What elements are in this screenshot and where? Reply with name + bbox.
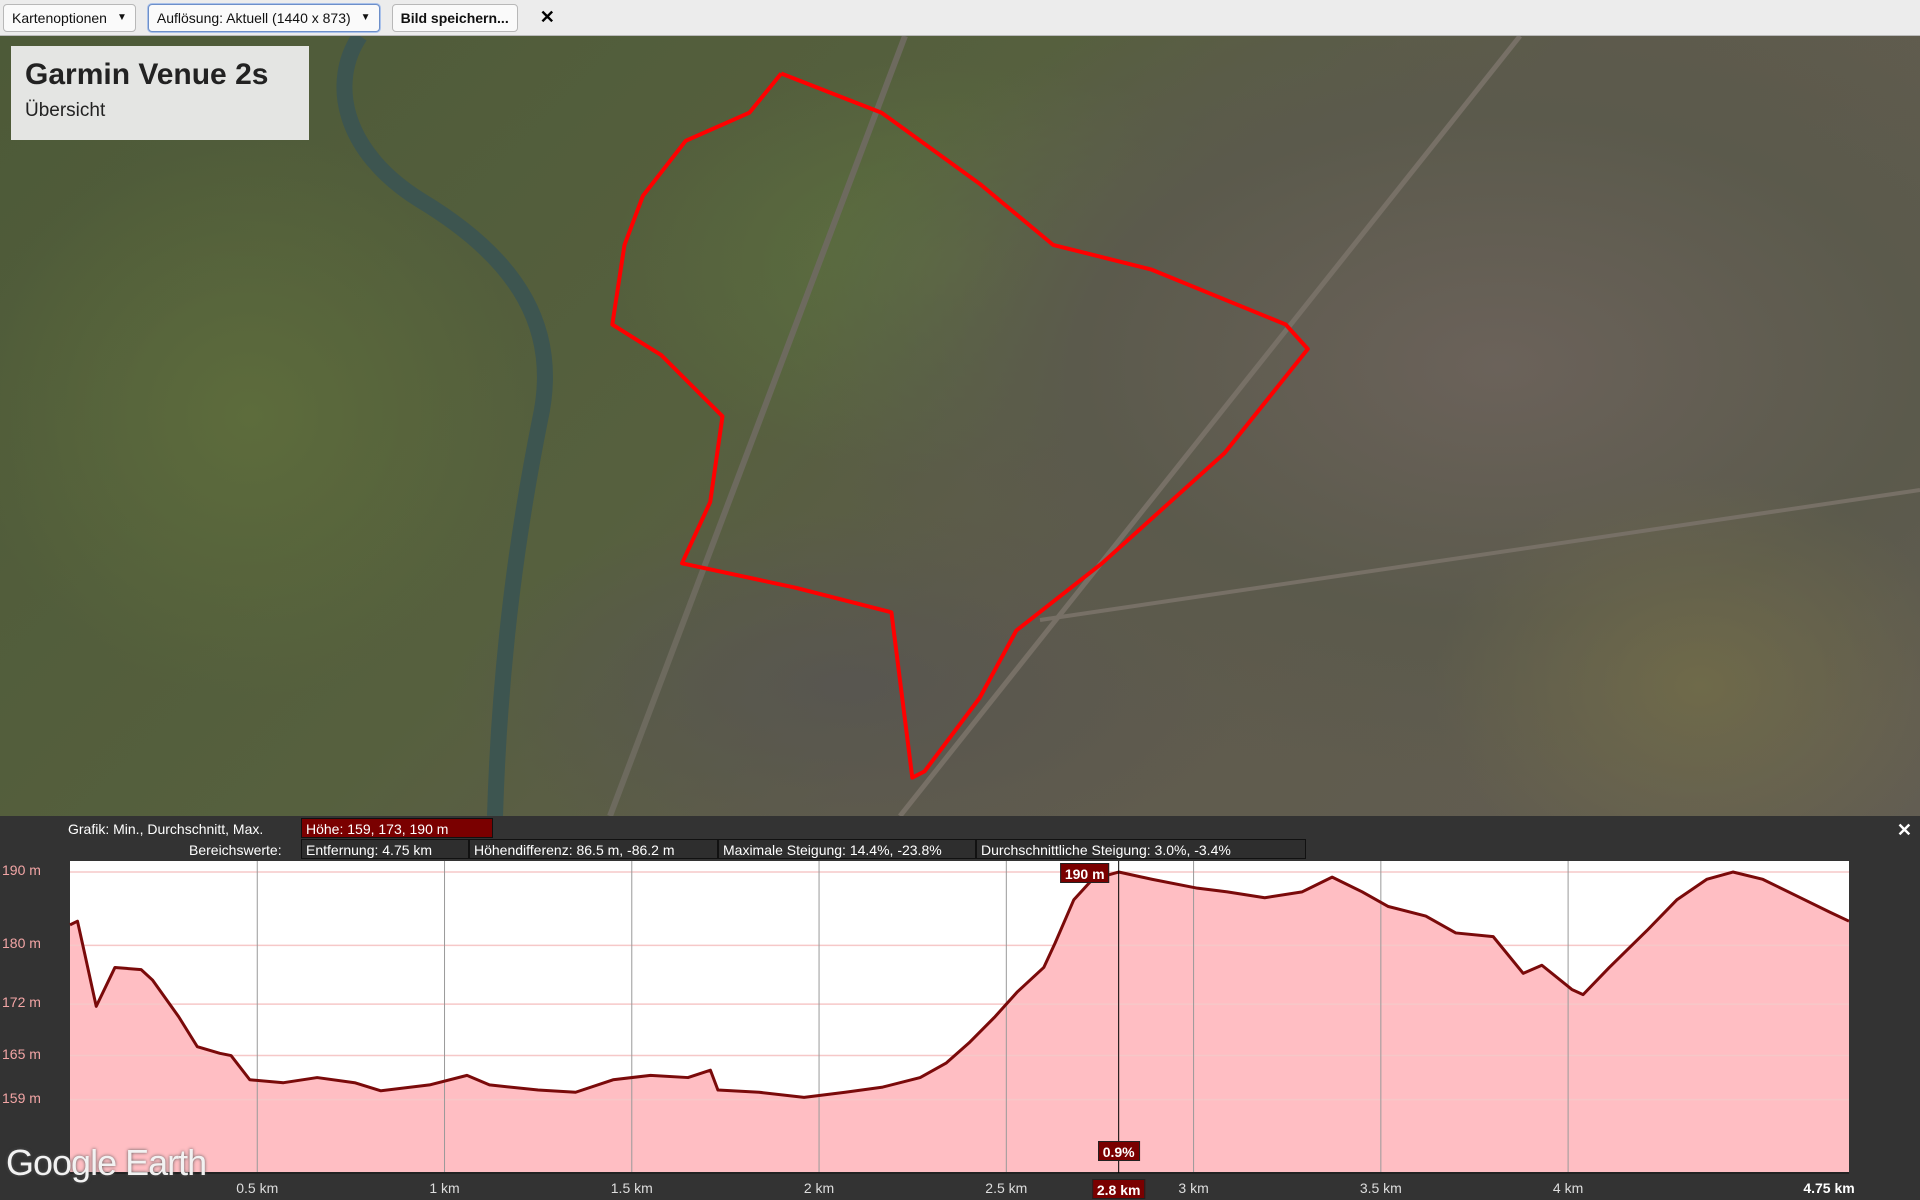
caret-down-icon: ▼ xyxy=(360,12,371,23)
x-tick-label: 1.5 km xyxy=(610,1180,653,1196)
elevation-area xyxy=(70,872,1849,1173)
cursor-distance-badge: 2.8 km xyxy=(1091,1179,1146,1199)
y-tick-label: 159 m xyxy=(2,1089,41,1106)
railway xyxy=(607,36,908,816)
cursor-slope-badge: 0.9% xyxy=(1097,1141,1140,1161)
title-overlay: Garmin Venue 2s Übersicht xyxy=(11,46,309,140)
map-options-dropdown[interactable]: Kartenoptionen ▼ xyxy=(3,3,136,32)
y-tick-label: 180 m xyxy=(2,935,41,952)
resolution-dropdown[interactable]: Auflösung: Aktuell (1440 x 873) ▼ xyxy=(147,3,380,32)
graph-label: Grafik: Min., Durchschnitt, Max. xyxy=(68,821,264,837)
y-tick-label: 190 m xyxy=(2,862,41,878)
x-tick-label: 3 km xyxy=(1178,1180,1209,1196)
x-tick-label: 2.5 km xyxy=(985,1180,1028,1196)
track-subtitle: Übersicht xyxy=(25,100,106,121)
caret-down-icon: ▼ xyxy=(116,12,127,23)
road xyxy=(1039,488,1920,622)
y-tick-label: 172 m xyxy=(2,994,41,1011)
graph-value: Höhe: 159, 173, 190 m xyxy=(301,818,493,838)
map-overlay xyxy=(336,36,1920,816)
gps-route xyxy=(610,71,1310,780)
elevation-chart[interactable] xyxy=(0,816,1920,1200)
elevation-profile-panel: Grafik: Min., Durchschnitt, Max. Höhe: 1… xyxy=(0,816,1920,1200)
save-image-button[interactable]: Bild speichern... xyxy=(391,3,518,32)
x-tick-label: 4 km xyxy=(1552,1180,1584,1196)
x-tick-label: 3.5 km xyxy=(1359,1180,1402,1196)
close-icon[interactable]: ✕ xyxy=(539,7,555,27)
road xyxy=(898,36,1522,816)
close-chart-icon[interactable]: ✕ xyxy=(1896,820,1912,840)
resolution-label: Auflösung: Aktuell (1440 x 873) xyxy=(156,9,351,26)
x-tick-label: 2 km xyxy=(803,1180,835,1196)
avg-slope-value: Durchschnittliche Steigung: 3.0%, -3.4% xyxy=(976,839,1306,859)
elevation-diff-value: Höhendifferenz: 86.5 m, -86.2 m xyxy=(469,839,718,859)
distance-value: Entfernung: 4.75 km xyxy=(301,839,469,859)
river xyxy=(336,36,553,816)
range-label: Bereichswerte: xyxy=(189,842,282,858)
satellite-map[interactable] xyxy=(0,36,1920,816)
elevation-line xyxy=(69,870,1850,1099)
google-earth-logo: Google Earth xyxy=(6,1142,207,1183)
cursor-elevation-badge: 190 m xyxy=(1059,863,1110,883)
map-options-label: Kartenoptionen xyxy=(12,9,107,26)
y-tick-label: 165 m xyxy=(2,1045,41,1062)
max-slope-value: Maximale Steigung: 14.4%, -23.8% xyxy=(718,839,976,859)
x-tick-label: 1 km xyxy=(429,1180,460,1196)
x-tick-label: 0.5 km xyxy=(236,1180,279,1196)
x-tick-label: 4.75 km xyxy=(1803,1180,1855,1196)
toolbar: Kartenoptionen ▼ Auflösung: Aktuell (1440… xyxy=(0,0,1920,36)
track-title: Garmin Venue 2s xyxy=(25,58,269,91)
